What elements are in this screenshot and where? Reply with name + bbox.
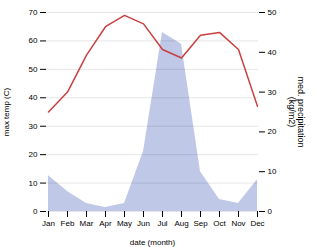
svg-text:50: 50 [29, 65, 38, 74]
svg-text:20: 20 [268, 127, 277, 136]
svg-text:Dec: Dec [250, 219, 264, 228]
svg-text:50: 50 [268, 8, 277, 17]
svg-text:date (month): date (month) [130, 238, 176, 247]
svg-text:med. precipitation(kg/m2): med. precipitation(kg/m2) [287, 76, 306, 147]
svg-text:max temp (C): max temp (C) [2, 87, 11, 136]
svg-text:40: 40 [29, 93, 38, 102]
svg-text:Oct: Oct [213, 219, 226, 228]
svg-text:30: 30 [268, 88, 277, 97]
svg-text:Jul: Jul [157, 219, 167, 228]
svg-text:10: 10 [268, 167, 277, 176]
svg-text:0: 0 [33, 207, 38, 216]
svg-text:60: 60 [29, 36, 38, 45]
svg-text:30: 30 [29, 122, 38, 131]
svg-text:May: May [117, 219, 132, 228]
svg-text:0: 0 [268, 207, 273, 216]
svg-text:Sep: Sep [193, 219, 208, 228]
svg-text:Aug: Aug [174, 219, 188, 228]
svg-text:20: 20 [29, 150, 38, 159]
svg-text:70: 70 [29, 8, 38, 17]
svg-text:40: 40 [268, 48, 277, 57]
svg-text:10: 10 [29, 179, 38, 188]
svg-text:Mar: Mar [80, 219, 94, 228]
svg-text:Nov: Nov [231, 219, 245, 228]
svg-text:Jun: Jun [137, 219, 150, 228]
svg-text:Feb: Feb [61, 219, 75, 228]
svg-text:Apr: Apr [99, 219, 112, 228]
svg-text:Jan: Jan [42, 219, 55, 228]
